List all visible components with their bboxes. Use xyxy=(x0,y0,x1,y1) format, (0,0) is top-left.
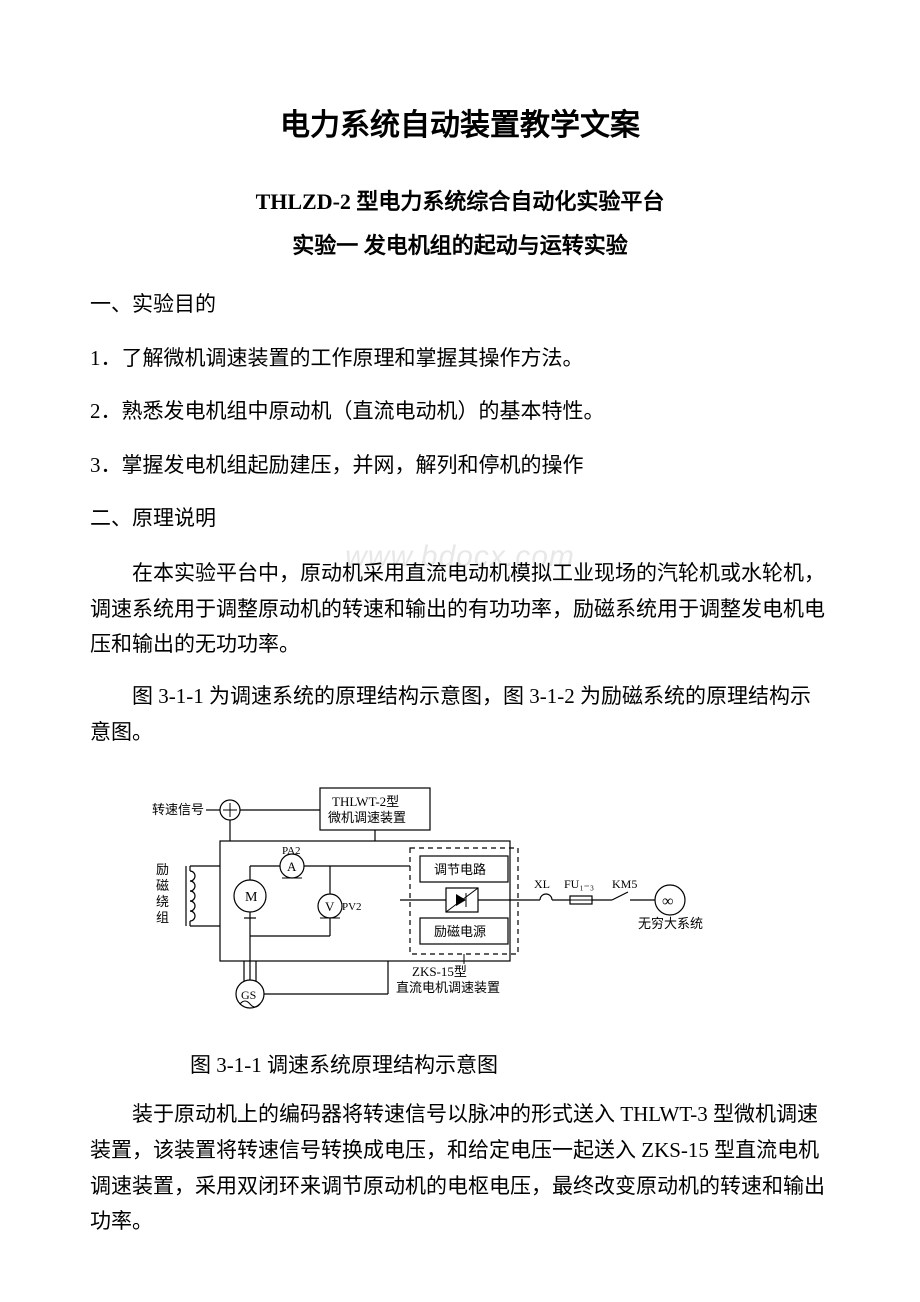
objective-2: 2．熟悉发电机组中原动机（直流电动机）的基本特性。 xyxy=(90,395,830,429)
label-ammeter: A xyxy=(287,859,297,874)
paragraph-2: 图 3-1-1 为调速系统的原理结构示意图，图 3-1-2 为励磁系统的原理结构… xyxy=(90,679,830,750)
label-controller-2: 微机调速装置 xyxy=(328,810,406,825)
diagram-svg: 转速信号 THLWT-2型 微机调速装置 励 磁 绕 组 xyxy=(150,766,710,1036)
paragraph-3: 装于原动机上的编码器将转速信号以脉冲的形式送入 THLWT-3 型微机调速装置，… xyxy=(90,1097,830,1240)
label-gs: GS xyxy=(241,988,256,1002)
paragraph-1: 在本实验平台中，原动机采用直流电动机模拟工业现场的汽轮机或水轮机，调速系统用于调… xyxy=(90,556,830,663)
label-zks-1: ZKS-15型 xyxy=(412,964,467,979)
label-voltmeter: V xyxy=(325,899,335,914)
label-motor-m: M xyxy=(245,890,258,905)
subtitle-experiment: 实验一 发电机组的起动与运转实验 xyxy=(90,228,830,260)
label-infinity: ∞ xyxy=(662,893,673,910)
label-xl: XL xyxy=(534,877,550,891)
objective-3: 3．掌握发电机组起励建压，并网，解列和停机的操作 xyxy=(90,449,830,483)
subtitle-platform: THLZD-2 型电力系统综合自动化实验平台 xyxy=(90,184,830,216)
label-infinite-bus: 无穷大系统 xyxy=(638,916,703,931)
figure-diagram: 转速信号 THLWT-2型 微机调速装置 励 磁 绕 组 xyxy=(150,766,830,1041)
label-pv2: PV2 xyxy=(342,901,362,913)
objective-1: 1．了解微机调速装置的工作原理和掌握其操作方法。 xyxy=(90,342,830,376)
label-excitation-src: 励磁电源 xyxy=(434,924,486,939)
label-controller-1: THLWT-2型 xyxy=(332,794,399,809)
label-km5: KM5 xyxy=(612,877,637,891)
label-excitation-3: 绕 xyxy=(156,894,169,909)
label-excitation-1: 励 xyxy=(156,862,169,877)
page-title: 电力系统自动装置教学文案 xyxy=(90,100,830,144)
label-speed-signal: 转速信号 xyxy=(152,802,204,817)
figure-caption: 图 3-1-1 调速系统原理结构示意图 xyxy=(190,1049,830,1079)
section-heading-objectives: 一、实验目的 xyxy=(90,288,830,322)
label-pa2: PA2 xyxy=(282,845,301,857)
label-fu: FU₁₋₃ xyxy=(564,877,594,891)
section-heading-principle: 二、原理说明 xyxy=(90,502,830,536)
label-excitation-4: 组 xyxy=(156,910,169,925)
label-zks-2: 直流电机调速装置 xyxy=(396,980,500,995)
document-content: 电力系统自动装置教学文案 THLZD-2 型电力系统综合自动化实验平台 实验一 … xyxy=(90,100,830,1240)
label-excitation-2: 磁 xyxy=(156,878,169,893)
label-regulator: 调节电路 xyxy=(434,862,486,877)
